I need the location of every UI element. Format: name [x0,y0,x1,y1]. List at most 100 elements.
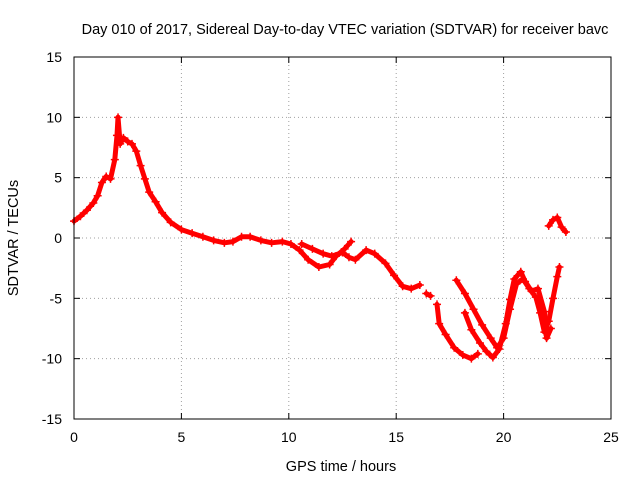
data-point-1-33 [278,237,287,246]
series-line-1 [71,114,354,270]
data-point-2-2 [308,244,317,253]
y-tick-label-3: 0 [54,230,62,246]
data-point-6-15 [542,334,551,343]
data-point-1-35 [295,246,304,255]
data-point-6-1 [460,308,469,317]
y-tick-label-6: 15 [46,49,62,65]
data-point-4-7 [473,349,482,358]
data-point-6-10 [516,267,525,276]
data-point-7-1 [544,221,553,230]
data-point-6-2 [467,325,476,334]
data-point-1-19 [145,188,154,197]
data-point-1-32 [267,238,276,247]
data-point-2-6 [344,253,353,262]
data-point-1-13 [119,133,128,142]
data-point-1-30 [246,232,255,241]
data-point-6-3 [475,338,484,347]
data-point-6-6 [495,345,504,354]
data-point-2-5 [338,248,347,257]
data-point-5-5 [486,334,495,343]
x-tick-label-5: 25 [603,429,619,445]
data-point-1-2 [76,212,85,221]
data-point-1-36 [304,255,313,264]
data-point-5-4 [478,320,487,329]
data-point-1-37 [314,262,323,271]
data-point-3-1 [422,289,431,298]
data-point-4-4 [450,343,459,352]
data-point-4-2 [435,319,444,328]
data-point-1-28 [228,237,237,246]
x-tick-label-1: 5 [178,429,186,445]
data-point-1-34 [286,240,295,249]
data-point-1-26 [209,236,218,245]
gridlines [74,57,611,419]
data-point-2-3 [319,249,328,258]
data-point-2-9 [370,249,379,258]
data-point-3-2 [426,291,435,300]
data-point-4-5 [458,351,467,360]
data-point-1-6 [97,178,106,187]
data-point-1-8 [106,174,115,183]
data-point-6-9 [510,275,519,284]
data-point-1-15 [127,139,136,148]
data-point-1-3 [82,206,91,215]
data-point-6-13 [533,284,542,293]
data-point-2-7 [351,255,360,264]
x-axis-label: GPS time / hours [286,459,396,475]
data-point-6-8 [506,295,515,304]
data-point-1-4 [89,199,98,208]
x-tick-label-2: 10 [281,429,297,445]
data-point-1-17 [136,161,145,170]
data-point-2-1 [297,240,306,249]
data-point-1-23 [177,225,186,234]
data-point-1-27 [220,238,229,247]
data-point-5-3 [469,305,478,314]
data-point-2-4 [327,252,336,261]
y-tick-label-4: 5 [54,170,62,186]
data-point-4-6 [467,354,476,363]
data-point-4-1 [433,300,442,309]
chart-title: Day 010 of 2017, Sidereal Day-to-day VTE… [82,22,609,38]
x-tick-label-3: 15 [388,429,404,445]
y-tick-label-0: -15 [42,411,62,427]
data-point-7-4 [557,223,566,232]
data-point-5-16 [549,294,558,303]
data-point-5-17 [553,272,562,281]
data-point-2-10 [381,259,390,268]
data-point-6-5 [488,353,497,362]
data-point-1-16 [132,147,141,156]
data-point-1-18 [140,174,149,183]
data-point-5-2 [460,289,469,298]
data-point-1-5 [93,191,102,200]
axis-ticks: 0 5 10 15 20 25 -15 -10 -5 0 5 10 15 [42,49,619,445]
data-point-1-25 [198,232,207,241]
data-point-4-3 [441,330,450,339]
data-point-1-24 [188,229,197,238]
data-point-5-1 [452,276,461,285]
series-line-6 [462,269,554,360]
data-point-2-11 [390,271,399,280]
data-point-1-22 [166,218,175,227]
x-tick-label-0: 0 [70,429,78,445]
data-point-6-12 [527,287,536,296]
data-point-7-2 [549,215,558,224]
x-tick-label-4: 20 [496,429,512,445]
data-point-5-18 [555,262,564,271]
data-point-7-3 [553,213,562,222]
data-point-1-9 [110,155,119,164]
data-point-2-12 [398,282,407,291]
data-point-6-11 [521,277,530,286]
y-tick-label-1: -10 [42,351,62,367]
y-tick-label-2: -5 [50,290,63,306]
data-series [70,113,570,363]
y-axis-label: SDTVAR / TECUs [6,180,22,296]
data-point-2-8 [362,246,371,255]
y-tick-label-5: 10 [46,109,62,125]
data-point-1-31 [256,236,265,245]
data-point-1-10 [112,131,121,140]
data-point-1-41 [347,237,356,246]
data-point-1-20 [151,197,160,206]
data-point-1-21 [158,208,167,217]
data-point-6-16 [546,324,555,333]
